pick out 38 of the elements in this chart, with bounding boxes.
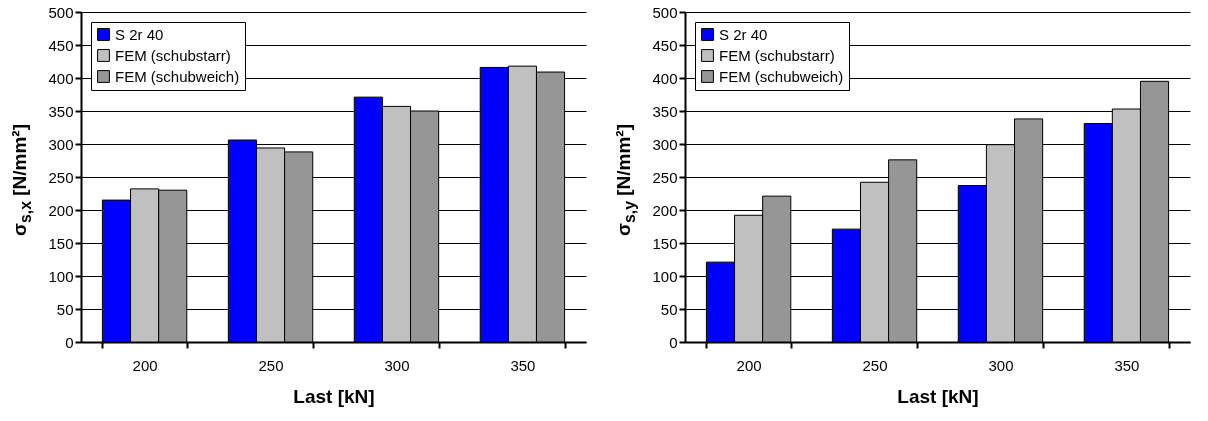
y-tick-label: 200: [652, 201, 678, 219]
x-tick-label: 350: [510, 356, 536, 374]
y-tick-label: 300: [652, 135, 678, 153]
x-tick-label: 350: [1114, 356, 1140, 374]
y-tick-label: 50: [660, 300, 678, 318]
y-tick-label: 150: [652, 234, 678, 252]
y-tick-label: 500: [48, 3, 74, 21]
x-tick-label: 200: [132, 356, 158, 374]
legend-label: S 2r 40: [719, 25, 768, 43]
x-axis-title: Last [kN]: [293, 385, 375, 407]
x-tick-label: 200: [736, 356, 762, 374]
legend-label: FEM (schubweich): [115, 67, 240, 85]
y-tick-label: 450: [48, 36, 74, 54]
y-tick-label: 350: [652, 102, 678, 120]
y-tick-label: 400: [48, 69, 74, 87]
y-tick-label: 250: [652, 168, 678, 186]
legend-label: FEM (schubstarr): [115, 46, 231, 64]
legend-label: FEM (schubstarr): [719, 46, 835, 64]
x-tick-label: 300: [988, 356, 1014, 374]
y-tick-label: 200: [48, 201, 74, 219]
x-tick-label: 250: [258, 356, 284, 374]
y-tick-label: 0: [65, 333, 74, 351]
y-tick-label: 400: [652, 69, 678, 87]
y-tick-label: 350: [48, 102, 74, 120]
x-axis-title: Last [kN]: [897, 385, 979, 407]
y-tick-label: 300: [48, 135, 74, 153]
y-tick-label: 150: [48, 234, 74, 252]
y-tick-label: 500: [652, 3, 678, 21]
y-tick-label: 100: [48, 267, 74, 285]
y-tick-label: 250: [48, 168, 74, 186]
legend-label: S 2r 40: [115, 25, 164, 43]
y-tick-label: 0: [669, 333, 678, 351]
legend-label: FEM (schubweich): [719, 67, 844, 85]
y-tick-label: 450: [652, 36, 678, 54]
x-tick-label: 250: [862, 356, 888, 374]
y-tick-label: 100: [652, 267, 678, 285]
x-tick-label: 300: [384, 356, 410, 374]
y-tick-label: 50: [56, 300, 74, 318]
